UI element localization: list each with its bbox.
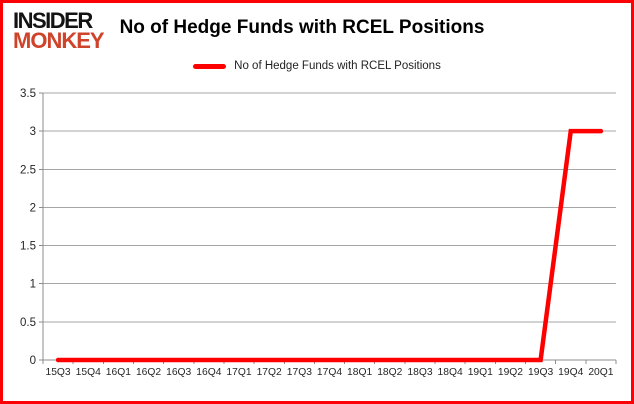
x-tick-label: 17Q2 [257,367,282,378]
x-tick-label: 17Q1 [226,367,251,378]
x-tick-label: 16Q2 [136,367,161,378]
y-tick-label: 2 [30,202,36,214]
y-tick-label: 2.5 [20,164,36,176]
y-tick-label: 0.5 [20,317,36,329]
line-chart-canvas: 0 0.5 1 1.5 2 2.5 3 3.5 15Q3 15Q4 16Q1 16Q2 16Q3 16Q4… [20,88,617,378]
x-tick-label: 16Q1 [106,367,131,378]
y-tick-label: 3 [30,126,36,138]
x-tick-label: 15Q4 [76,367,101,378]
y-tick-label: 3.5 [20,88,36,100]
logo-text-monkey: MONKEY [13,28,105,54]
x-tick-label: 16Q4 [196,367,221,378]
logo-text-insider: INSIDER [13,8,93,33]
x-tick-label: 17Q3 [287,367,312,378]
x-tick-label: 19Q3 [528,367,553,378]
x-tick-label: 20Q1 [588,367,613,378]
chart-title: No of Hedge Funds with RCEL Positions [119,17,485,38]
legend-line-swatch [193,63,227,69]
y-tick-label: 1.5 [20,241,36,253]
x-tick-label: 19Q4 [558,367,583,378]
x-tick-label: 18Q2 [377,367,402,378]
series-line [55,128,604,363]
x-tick-label: 18Q1 [347,367,372,378]
legend-label: No of Hedge Funds with RCEL Positions [234,60,441,72]
insider-monkey-logo: INSIDER MONKEY [13,8,105,54]
x-tick-label: 16Q3 [166,367,191,378]
x-tick-label: 18Q3 [407,367,432,378]
x-tick-label: 19Q1 [468,367,493,378]
y-tick-label: 1 [30,279,36,291]
x-tick-label: 17Q4 [317,367,342,378]
legend: No of Hedge Funds with RCEL Positions [3,60,631,72]
y-tick-label: 0 [30,355,36,367]
x-tick-label: 15Q3 [45,367,70,378]
x-tick-label: 18Q4 [438,367,463,378]
chart-header: INSIDER MONKEY No of Hedge Funds with RC… [13,8,621,54]
x-tick-label: 19Q2 [498,367,523,378]
